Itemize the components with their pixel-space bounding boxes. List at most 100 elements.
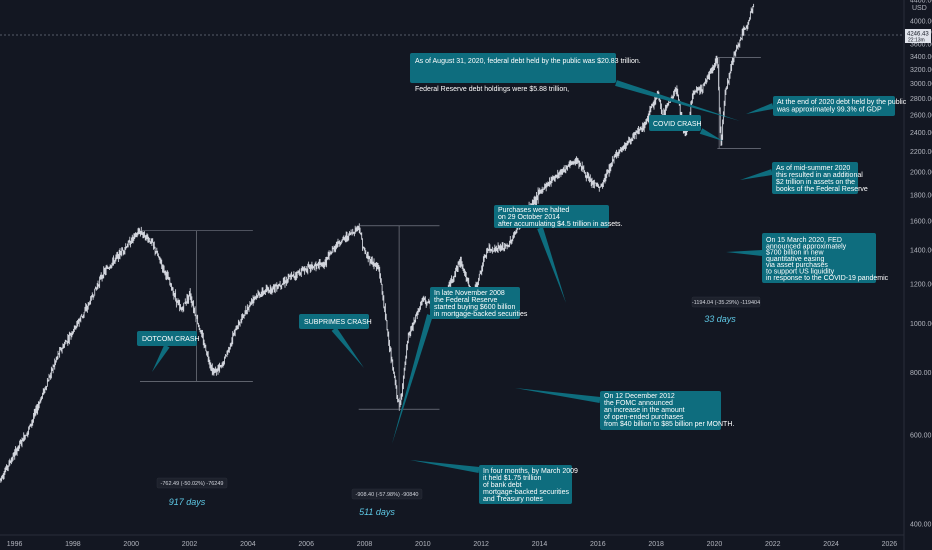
annotation-line: started buying $600 billion — [434, 304, 515, 311]
annotation-box — [772, 162, 858, 194]
annotation-end-2020: At the end of 2020 debt held by the publ… — [773, 96, 907, 116]
annotation-line: SUBPRIMES CRASH — [304, 319, 372, 326]
x-tick-label: 2020 — [707, 541, 723, 548]
y-tick-label: 3600.00 — [910, 41, 932, 48]
x-tick-label: 1998 — [65, 541, 81, 548]
measure-tools: -762.49 (-50.02%) -76249 917 days -908.40 … — [139, 57, 761, 517]
x-tick-label: 2006 — [298, 541, 314, 548]
y-tick-label: 4400.00 — [910, 0, 932, 5]
annotation-line: to support US liquidity — [766, 269, 835, 276]
x-tick-label: 2002 — [182, 541, 198, 548]
y-tick-label: 2800.00 — [910, 96, 932, 103]
y-tick-label: 2600.00 — [910, 112, 932, 119]
annotation-pointer — [537, 227, 566, 303]
annotation-line: on 29 October 2014 — [498, 214, 560, 221]
annotation-pointer — [746, 103, 774, 114]
annotation-box — [773, 96, 895, 116]
y-tick-label: 1400.00 — [910, 248, 932, 255]
annotation-line: from $40 billion to $85 billion per MONT… — [604, 421, 734, 428]
annotation-line: $2 trillion in assets on the — [776, 179, 855, 186]
x-tick-label: 2018 — [648, 541, 664, 548]
y-tick-label: 3000.00 — [910, 81, 932, 88]
y-tick-label: 3200.00 — [910, 67, 932, 74]
x-tick-label: 2000 — [123, 541, 139, 548]
y-tick-label: 4000.00 — [910, 18, 932, 25]
last-price-badge: 4246.43 22:13m — [905, 29, 931, 44]
x-tick-label: 2022 — [765, 541, 781, 548]
time-axis[interactable]: 1996 1998 2000 2002 2004 2006 2008 2010 2012 2014… — [7, 541, 898, 548]
annotation-line: this resulted in an additional — [776, 172, 863, 179]
currency-label: USD — [912, 5, 927, 12]
annotation-line: On 15 March 2020, FED — [766, 237, 842, 244]
annotation-line: an increase in the amount — [604, 407, 685, 414]
annotation-box — [494, 205, 609, 228]
annotation-covid-crash: COVID CRASH — [649, 115, 702, 131]
x-tick-label: 1996 — [7, 541, 23, 548]
y-tick-label: 2200.00 — [910, 149, 932, 156]
last-price-countdown: 22:13m — [908, 38, 925, 44]
annotation-box — [430, 287, 520, 319]
annotation-box — [649, 115, 701, 131]
x-tick-label: 2004 — [240, 541, 256, 548]
annotation-line: and Treasury notes — [483, 496, 543, 503]
annotation-pointer — [726, 250, 763, 256]
annotation-line: quantitative easing — [766, 256, 824, 263]
last-price-badge-box — [905, 29, 931, 43]
measure-label: -762.49 (-50.02%) -76249 — [161, 481, 224, 487]
x-tick-label: 2010 — [415, 541, 431, 548]
annotation-box — [137, 331, 197, 346]
last-price-value: 4246.43 — [907, 32, 929, 38]
annotation-pointer — [392, 314, 433, 444]
annotation-line: At the end of 2020 debt held by the publ… — [777, 99, 907, 106]
measure-label: -1194.04 (-35.29%) -119404 — [692, 300, 760, 306]
annotation-line: COVID CRASH — [653, 121, 702, 128]
measure-days: 917 days — [169, 497, 206, 507]
x-tick-label: 2016 — [590, 541, 606, 548]
annotation-pointer — [331, 327, 364, 368]
annotation-pointer — [410, 460, 480, 473]
annotation-pointer — [615, 80, 740, 121]
annotation-leaders — [152, 80, 774, 473]
annotation-line: books of the Federal Reserve — [776, 186, 868, 193]
annotation-box — [410, 53, 616, 83]
y-tick-label: 1600.00 — [910, 218, 932, 225]
annotation-line: announced approximately — [766, 243, 847, 250]
y-tick-label: 1800.00 — [910, 193, 932, 200]
y-tick-label: 3400.00 — [910, 54, 932, 61]
annotation-line: $700 billion in new — [766, 250, 825, 257]
measure-days: 33 days — [704, 314, 736, 324]
measure-label-box — [351, 488, 423, 500]
annotation-line: On 12 December 2012 — [604, 393, 675, 400]
annotation-subprimes: SUBPRIMES CRASH — [299, 314, 372, 329]
annotations: As of August 31, 2020, federal debt held… — [137, 53, 907, 504]
annotation-line: Federal Reserve debt holdings were $5.88… — [415, 86, 569, 93]
annotation-fed-debt: As of August 31, 2020, federal debt held… — [410, 53, 641, 93]
annotation-line: was approximately 99.3% of GDP — [776, 107, 882, 114]
annotation-box — [600, 391, 721, 430]
y-tick-label: 400.00 — [910, 521, 932, 528]
annotation-line: the FOMC announced — [604, 400, 673, 407]
x-tick-label: 2026 — [882, 541, 898, 548]
annotation-box — [479, 465, 572, 504]
annotation-line: it held $1.75 trillion — [483, 475, 541, 482]
annotation-pointer — [699, 128, 723, 141]
annotation-line: In late November 2008 — [434, 290, 505, 297]
annotation-pointer — [515, 388, 601, 403]
annotation-line: after accumulating $4.5 trillion in asse… — [498, 221, 623, 228]
y-tick-label: 1200.00 — [910, 281, 932, 288]
annotation-box — [762, 233, 876, 283]
annotation-line: in mortgage-backed securities — [434, 311, 528, 318]
annotation-line: mortgage-backed securities — [483, 489, 569, 496]
measure-label: -908.40 (-57.98%) -90840 — [356, 492, 419, 498]
measure-label-box — [156, 477, 228, 489]
annotation-line: As of August 31, 2020, federal debt held… — [415, 58, 641, 65]
annotation-line: Purchases were halted — [498, 207, 569, 214]
y-tick-label: 1000.00 — [910, 321, 932, 328]
annotation-pointer — [740, 169, 773, 180]
